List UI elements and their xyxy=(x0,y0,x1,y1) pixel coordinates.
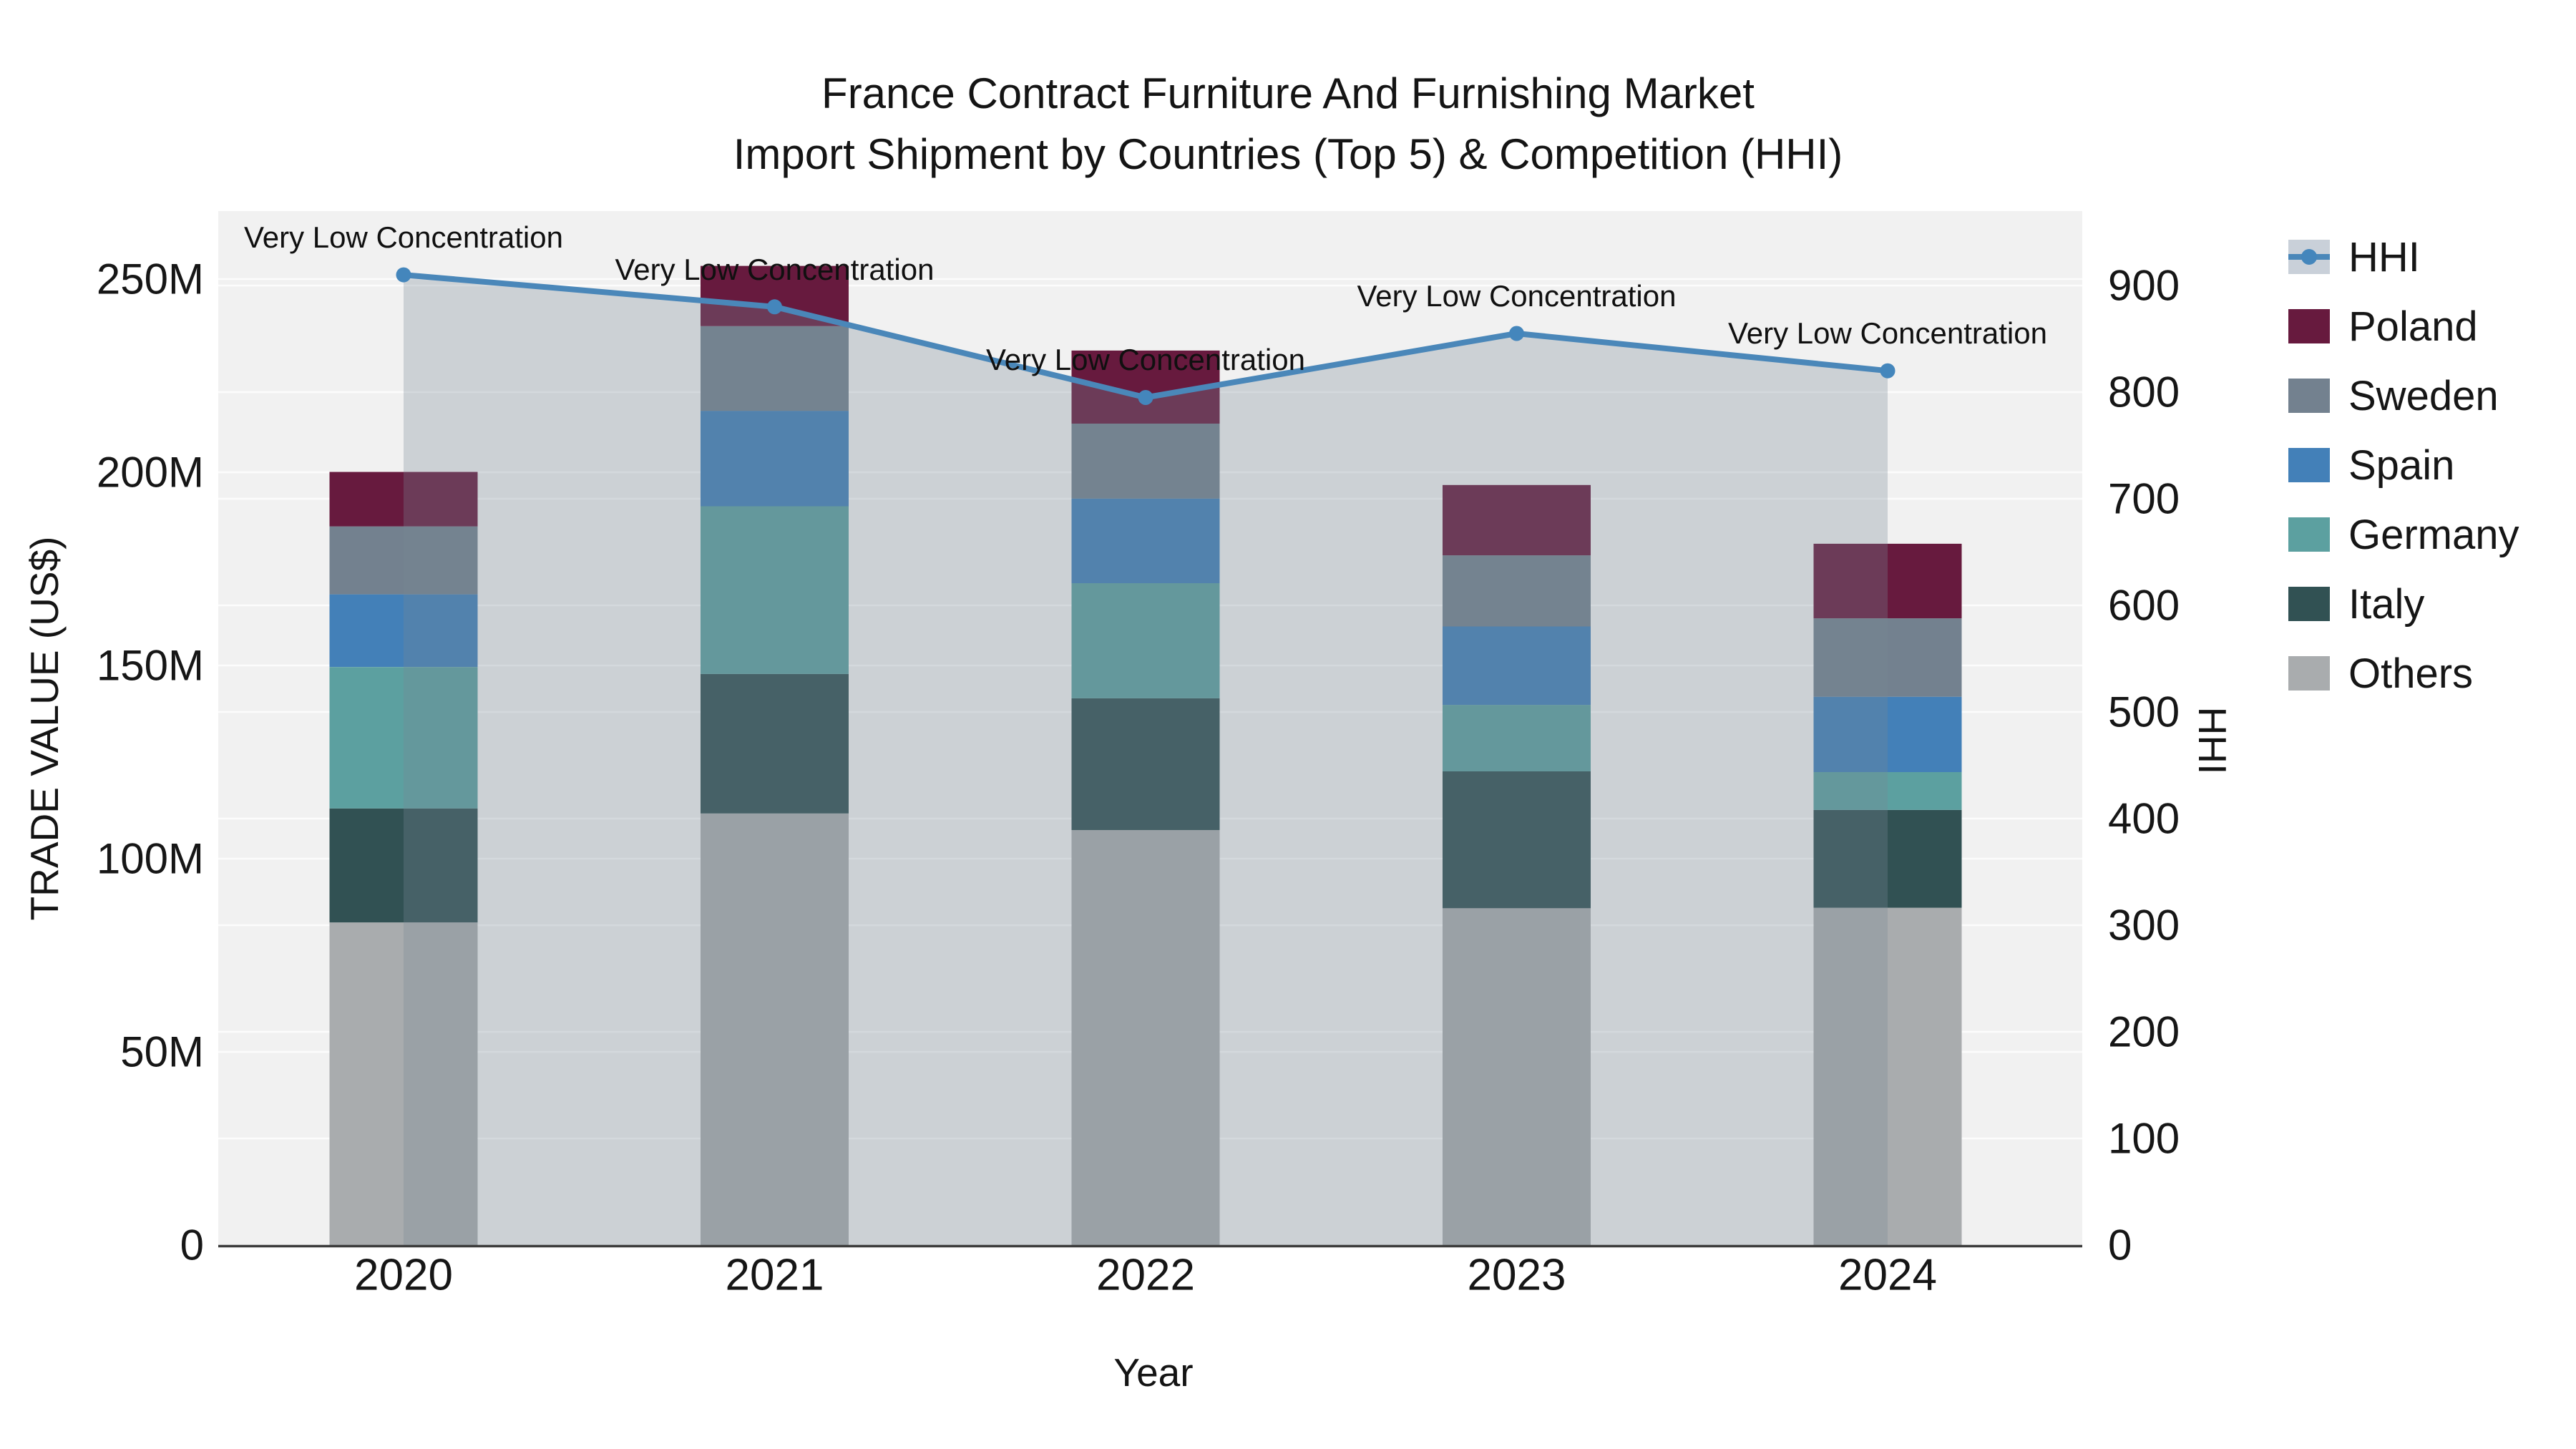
hhi-area-fill xyxy=(404,275,1888,1246)
x-tick-2022: 2022 xyxy=(1096,1250,1195,1300)
legend: HHI Poland Sweden Spain Germany Italy Others xyxy=(2288,233,2519,722)
bar-segment-italy-2021[interactable] xyxy=(701,673,849,814)
bar-segment-germany-2021[interactable] xyxy=(701,506,849,674)
bar-segment-sweden-2020[interactable] xyxy=(329,526,478,595)
legend-swatch-sweden xyxy=(2288,379,2330,413)
y-right-tick-600: 600 xyxy=(2108,581,2180,630)
y-left-tick-250M: 250M xyxy=(96,255,204,303)
bar-segment-italy-2022[interactable] xyxy=(1071,698,1220,830)
x-tick-2020: 2020 xyxy=(354,1250,453,1300)
legend-swatch-others xyxy=(2288,656,2330,691)
bar-segment-others-2022[interactable] xyxy=(1071,830,1220,1245)
chart-title-line2: Import Shipment by Countries (Top 5) & C… xyxy=(733,130,1843,179)
legend-label-others: Others xyxy=(2348,650,2474,697)
y-right-tick-100: 100 xyxy=(2108,1114,2180,1163)
legend-label-hhi: HHI xyxy=(2348,233,2420,280)
hhi-dot-2022[interactable] xyxy=(1138,390,1153,405)
bar-segment-others-2021[interactable] xyxy=(701,813,849,1245)
legend-item-spain[interactable]: Spain xyxy=(2288,441,2519,489)
y-right-tick-0: 0 xyxy=(2108,1221,2132,1269)
bar-segment-spain-2021[interactable] xyxy=(701,411,849,507)
annotation-2021: Very Low Concentration xyxy=(615,252,935,286)
bar-segment-spain-2024[interactable] xyxy=(1813,696,1962,772)
bar-segment-others-2023[interactable] xyxy=(1443,908,1591,1245)
y-right-tick-900: 900 xyxy=(2108,261,2180,310)
hhi-dot-2020[interactable] xyxy=(396,267,411,283)
legend-item-hhi[interactable]: HHI xyxy=(2288,233,2519,280)
hhi-dot-2023[interactable] xyxy=(1509,326,1524,341)
y-right-tick-400: 400 xyxy=(2108,794,2180,843)
bar-segment-italy-2024[interactable] xyxy=(1813,810,1962,908)
x-tick-2024: 2024 xyxy=(1838,1250,1937,1300)
y-right-axis-title: HHI xyxy=(2190,706,2235,775)
y-right-tick-500: 500 xyxy=(2108,688,2180,736)
legend-label-spain: Spain xyxy=(2348,441,2455,489)
chart-title: France Contract Furniture And Furnishing… xyxy=(0,63,2576,185)
y-right-tick-700: 700 xyxy=(2108,474,2180,523)
bar-segment-germany-2020[interactable] xyxy=(329,667,478,809)
y-left-tick-50M: 50M xyxy=(120,1028,204,1076)
bar-segment-sweden-2021[interactable] xyxy=(701,326,849,411)
annotation-2020: Very Low Concentration xyxy=(244,220,563,255)
legend-swatch-poland xyxy=(2288,309,2330,343)
bar-segment-sweden-2024[interactable] xyxy=(1813,618,1962,697)
bar-segment-italy-2023[interactable] xyxy=(1443,771,1591,909)
y-left-tick-0: 0 xyxy=(180,1221,204,1269)
bar-segment-poland-2024[interactable] xyxy=(1813,543,1962,619)
chart-title-line1: France Contract Furniture And Furnishing… xyxy=(821,69,1755,117)
legend-item-others[interactable]: Others xyxy=(2288,650,2519,697)
legend-label-italy: Italy xyxy=(2348,580,2425,628)
legend-swatch-italy xyxy=(2288,587,2330,621)
legend-swatch-hhi-line-icon xyxy=(2288,240,2330,274)
bar-segment-spain-2022[interactable] xyxy=(1071,498,1220,583)
x-tick-2021: 2021 xyxy=(725,1250,824,1300)
bar-segment-sweden-2023[interactable] xyxy=(1443,555,1591,627)
legend-item-germany[interactable]: Germany xyxy=(2288,512,2519,558)
y-right-tick-200: 200 xyxy=(2108,1008,2180,1056)
y-left-tick-200M: 200M xyxy=(96,448,204,497)
hhi-dot-2024[interactable] xyxy=(1880,363,1896,379)
x-tick-2023: 2023 xyxy=(1467,1250,1566,1300)
legend-label-sweden: Sweden xyxy=(2348,372,2499,419)
legend-item-italy[interactable]: Italy xyxy=(2288,580,2519,628)
y-left-tick-150M: 150M xyxy=(96,641,204,690)
bar-segment-others-2024[interactable] xyxy=(1813,907,1962,1245)
hhi-marker-icon xyxy=(2301,249,2317,265)
y-right-tick-300: 300 xyxy=(2108,901,2180,950)
legend-swatch-spain xyxy=(2288,448,2330,482)
legend-item-poland[interactable]: Poland xyxy=(2288,303,2519,350)
y-left-tick-100M: 100M xyxy=(96,834,204,883)
legend-item-sweden[interactable]: Sweden xyxy=(2288,373,2519,419)
legend-swatch-germany xyxy=(2288,517,2330,552)
bar-segment-italy-2020[interactable] xyxy=(329,808,478,923)
bar-segment-spain-2023[interactable] xyxy=(1443,626,1591,706)
y-right-tick-800: 800 xyxy=(2108,368,2180,416)
hhi-dot-2021[interactable] xyxy=(767,299,782,315)
annotation-2022: Very Low Concentration xyxy=(986,343,1305,377)
bar-segment-germany-2023[interactable] xyxy=(1443,705,1591,771)
annotation-2023: Very Low Concentration xyxy=(1357,279,1677,313)
bar-segment-others-2020[interactable] xyxy=(329,922,478,1245)
bar-segment-germany-2022[interactable] xyxy=(1071,583,1220,698)
bar-segment-germany-2024[interactable] xyxy=(1813,772,1962,810)
bar-segment-poland-2023[interactable] xyxy=(1443,484,1591,556)
bar-segment-spain-2020[interactable] xyxy=(329,594,478,668)
bar-segment-sweden-2022[interactable] xyxy=(1071,424,1220,499)
y-left-axis-title: TRADE VALUE (US$) xyxy=(22,536,67,921)
legend-label-germany: Germany xyxy=(2348,511,2519,558)
legend-label-poland: Poland xyxy=(2348,303,2478,350)
annotation-2024: Very Low Concentration xyxy=(1728,316,2047,351)
x-axis-title: Year xyxy=(1113,1350,1194,1395)
bar-segment-poland-2020[interactable] xyxy=(329,472,478,527)
